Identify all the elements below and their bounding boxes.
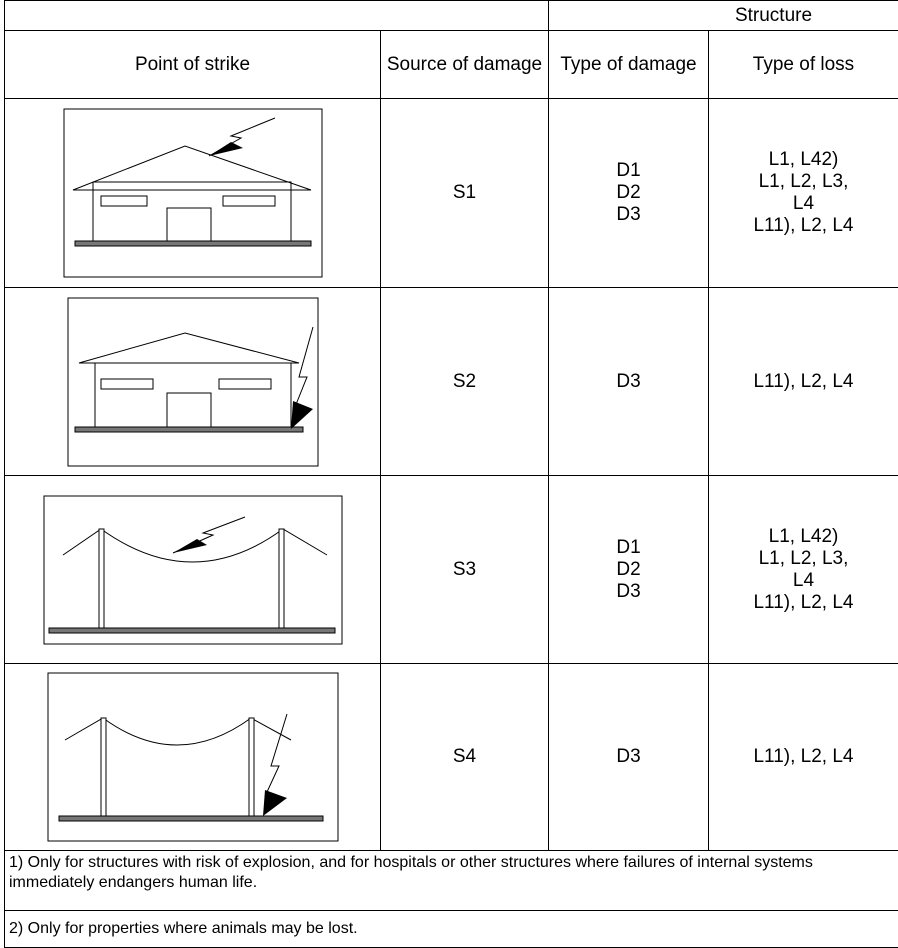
- cell-line: D2: [549, 559, 708, 581]
- damage-cell: D3: [549, 288, 709, 476]
- cell-line: L4: [709, 570, 898, 592]
- footnote: 1) Only for structures with risk of expl…: [5, 851, 898, 911]
- cell-line: L1, L42): [709, 526, 898, 548]
- line-near-strike: [47, 672, 339, 842]
- loss-cell: L11), L2, L4: [709, 288, 898, 476]
- cell-line: L1, L42): [709, 149, 898, 171]
- cell-line: L11), L2, L4: [709, 371, 898, 393]
- cell-line: D3: [549, 581, 708, 603]
- picture-cell: [5, 288, 381, 476]
- damage-cell: D3: [549, 664, 709, 851]
- column-header: Point of strike: [5, 31, 381, 99]
- loss-cell: L11), L2, L4: [709, 664, 898, 851]
- source-cell: S4: [381, 664, 549, 851]
- cell-line: L1, L2, L3,: [709, 171, 898, 193]
- cell-line: D2: [549, 182, 708, 204]
- cell-line: L11), L2, L4: [709, 215, 898, 237]
- house-near-strike: [67, 297, 319, 467]
- footnote: 2) Only for properties where animals may…: [5, 911, 898, 948]
- empty-cell: [5, 1, 549, 31]
- risk-table: Structure Point of strike Source of dama…: [4, 0, 898, 948]
- cell-line: L11), L2, L4: [709, 746, 898, 768]
- cell-line: D1: [549, 160, 708, 182]
- cell-line: L4: [709, 193, 898, 215]
- source-cell: S1: [381, 99, 549, 288]
- cell-line: D3: [549, 746, 708, 768]
- source-cell: S3: [381, 476, 549, 664]
- cell-line: D3: [549, 204, 708, 226]
- picture-cell: [5, 476, 381, 664]
- cell-line: L11), L2, L4: [709, 592, 898, 614]
- source-cell: S2: [381, 288, 549, 476]
- cell-line: L1, L2, L3,: [709, 548, 898, 570]
- house-roof-strike: [63, 108, 323, 278]
- group-header: Structure: [549, 1, 898, 31]
- column-header: Source of damage: [381, 31, 549, 99]
- cell-line: D1: [549, 537, 708, 559]
- picture-cell: [5, 99, 381, 288]
- picture-cell: [5, 664, 381, 851]
- line-strike: [43, 495, 343, 645]
- column-header: Type of loss: [709, 31, 898, 99]
- cell-line: D3: [549, 371, 708, 393]
- column-header: Type of damage: [549, 31, 709, 99]
